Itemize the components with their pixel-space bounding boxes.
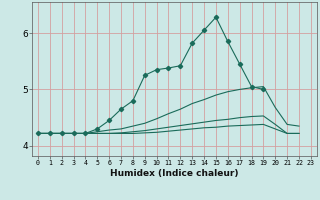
X-axis label: Humidex (Indice chaleur): Humidex (Indice chaleur) [110, 169, 239, 178]
